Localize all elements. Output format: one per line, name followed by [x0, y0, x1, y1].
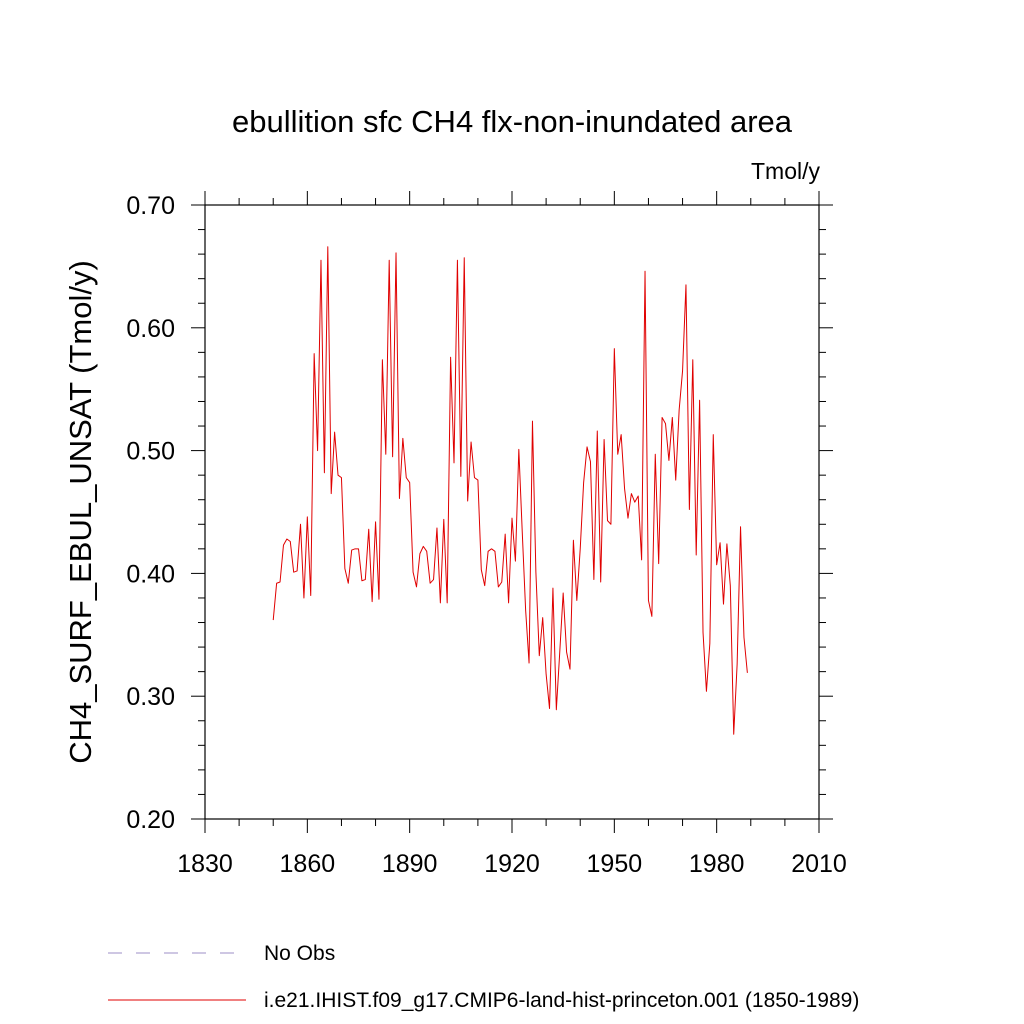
x-tick-label: 1950 [587, 850, 643, 878]
legend-label-model: i.e21.IHIST.f09_g17.CMIP6-land-hist-prin… [264, 989, 859, 1012]
x-tick-label: 1980 [689, 850, 745, 878]
y-tick-label: 0.70 [126, 192, 175, 220]
legend: No Obs i.e21.IHIST.f09_g17.CMIP6-land-hi… [108, 942, 859, 1012]
legend-label-no-obs: No Obs [264, 942, 335, 965]
x-tick-label: 2010 [791, 850, 847, 878]
y-axis-label: CH4_SURF_EBUL_UNSAT (Tmol/y) [63, 260, 98, 764]
x-tick-label: 1860 [280, 850, 336, 878]
plot-area-border [204, 204, 820, 820]
x-tick-label: 1920 [484, 850, 540, 878]
x-tick-label: 1830 [177, 850, 233, 878]
plot-frame [204, 204, 820, 820]
y-tick-label: 0.30 [126, 683, 175, 711]
x-tick-label: 1890 [382, 850, 438, 878]
y-tick-label: 0.40 [126, 560, 175, 588]
axis-ticks [191, 191, 833, 833]
units-label: Tmol/y [751, 158, 820, 184]
series-line-0 [272, 246, 748, 735]
y-tick-label: 0.20 [126, 806, 175, 834]
tick-labels: 1830 1860 1890 1920 1950 1980 2010 0.20 0.30 0.40… [126, 192, 846, 878]
y-tick-label: 0.60 [126, 315, 175, 343]
series-lines [272, 246, 748, 735]
y-tick-label: 0.50 [126, 438, 175, 466]
chart-title: ebullition sfc CH4 flx-non-inundated are… [231, 104, 793, 139]
